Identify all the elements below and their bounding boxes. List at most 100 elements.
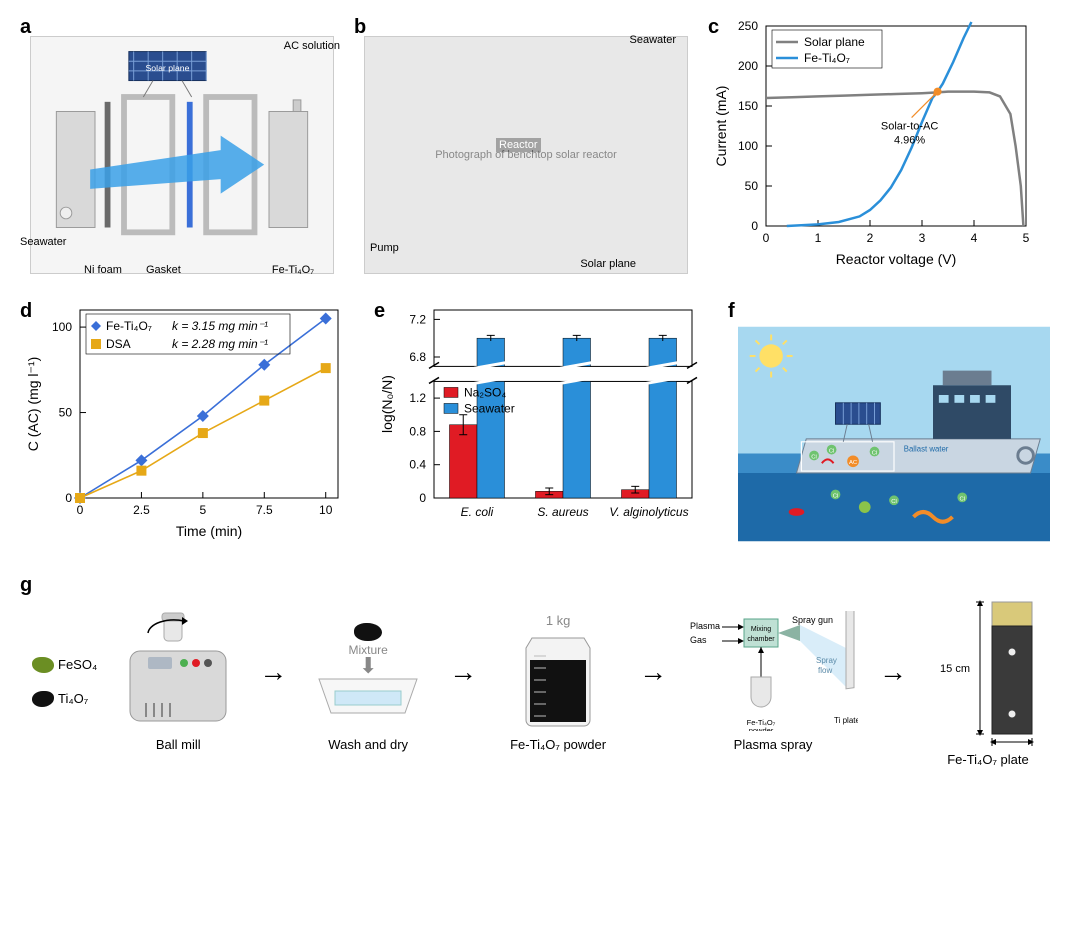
svg-text:Cl: Cl: [833, 493, 839, 499]
panel-c: c 012345050100150200250Reactor voltage (…: [710, 18, 1050, 278]
svg-text:0: 0: [77, 503, 84, 517]
chart-e: 00.40.81.26.87.2log(N₀/N)E. coliS. aureu…: [376, 302, 716, 552]
svg-text:100: 100: [52, 320, 72, 334]
svg-text:Plasma: Plasma: [690, 621, 720, 631]
step-plasma-spray: Plasma Gas Mixing chamber Spray gun Spra…: [688, 611, 858, 752]
annot-feti: Fe-Ti₄O₇: [272, 264, 314, 276]
svg-text:Solar plane: Solar plane: [804, 35, 865, 49]
panel-d: d 02.557.510050100Time (min)C (AC) (mg l…: [22, 302, 362, 552]
annot-reactor-b: Reactor: [496, 138, 541, 152]
svg-text:0: 0: [419, 491, 426, 505]
reactor-schematic: Solar plane: [30, 36, 334, 274]
svg-text:4: 4: [971, 231, 978, 245]
annot-nifoam: Ni foam: [84, 264, 122, 276]
panel-label-c: c: [708, 16, 719, 39]
svg-text:0.4: 0.4: [409, 458, 426, 472]
svg-text:250: 250: [738, 19, 758, 33]
svg-text:S. aureus: S. aureus: [537, 505, 588, 519]
step-powder: 1 kg Fe-Ti₄O₇ powder: [498, 611, 618, 752]
svg-text:V. alginolyticus: V. alginolyticus: [609, 505, 688, 519]
svg-text:Cl: Cl: [959, 496, 965, 502]
plate-height: 15 cm: [940, 663, 970, 675]
down-arrow-icon: ⬇: [359, 659, 377, 673]
annot-seawater-b: Seawater: [630, 34, 676, 46]
svg-text:Na₂SO₄: Na₂SO₄: [464, 385, 506, 399]
svg-text:Seawater: Seawater: [464, 401, 515, 415]
arrow-icon: →: [879, 656, 907, 708]
precursor-ti4o7: Ti₄O₇: [58, 691, 88, 706]
caption-plate: Fe-Ti₄O₇ plate: [947, 752, 1029, 767]
svg-text:50: 50: [59, 406, 73, 420]
solar-plane-label: Solar plane: [146, 63, 190, 73]
caption-wash: Wash and dry: [328, 737, 408, 752]
svg-text:100: 100: [738, 139, 758, 153]
svg-text:log(N₀/N): log(N₀/N): [379, 375, 395, 433]
plate-width: 5 cm: [1000, 745, 1024, 746]
reactor-photo: Photograph of benchtop solar reactor: [364, 36, 688, 274]
step-ball-mill: Ball mill: [118, 611, 238, 752]
panel-label-g: g: [20, 574, 32, 597]
svg-text:6.8: 6.8: [409, 350, 426, 364]
svg-text:5: 5: [200, 503, 207, 517]
svg-text:Time (min): Time (min): [176, 523, 242, 539]
panel-f: f: [730, 302, 1058, 552]
chart-d: 02.557.510050100Time (min)C (AC) (mg l⁻¹…: [22, 302, 362, 552]
svg-text:Cl: Cl: [891, 499, 897, 505]
svg-text:0: 0: [763, 231, 770, 245]
svg-text:DSA: DSA: [106, 337, 131, 351]
svg-text:AC: AC: [849, 460, 857, 466]
svg-text:Current (mA): Current (mA): [713, 86, 729, 167]
svg-text:7.5: 7.5: [256, 503, 273, 517]
arrow-icon: →: [449, 656, 477, 708]
precursors: FeSO₄ Ti₄O₇: [32, 657, 97, 707]
caption-ballmill: Ball mill: [156, 737, 201, 752]
panel-b: b Photograph of benchtop solar reactor S…: [356, 18, 696, 278]
panel-label-d: d: [20, 300, 32, 323]
caption-powder: Fe-Ti₄O₇ powder: [510, 737, 606, 752]
step-wash-dry: Mixture ⬇ Wash and dry: [308, 611, 428, 752]
svg-text:Gas: Gas: [690, 635, 707, 645]
annot-ac-solution: AC solution: [284, 40, 340, 52]
annot-seawater: Seawater: [20, 236, 66, 248]
svg-text:Spray: Spray: [816, 656, 837, 665]
svg-text:Solar-to-AC: Solar-to-AC: [881, 121, 939, 133]
annot-gasket: Gasket: [146, 264, 181, 276]
svg-text:200: 200: [738, 59, 758, 73]
svg-text:Ballast water: Ballast water: [904, 445, 949, 454]
svg-text:flow: flow: [818, 666, 832, 675]
arrow-icon: →: [259, 656, 287, 708]
svg-text:Fe-Ti₄O₇: Fe-Ti₄O₇: [106, 319, 152, 333]
svg-text:Reactor voltage (V): Reactor voltage (V): [836, 251, 957, 267]
svg-text:Cl: Cl: [811, 454, 817, 460]
panel-a: a Solar plane: [22, 18, 342, 278]
svg-text:2.5: 2.5: [133, 503, 150, 517]
svg-text:0: 0: [751, 219, 758, 233]
svg-text:Cl: Cl: [872, 450, 878, 456]
svg-text:Cl: Cl: [829, 449, 835, 455]
svg-text:Ti plate: Ti plate: [834, 716, 858, 725]
annot-pump-b: Pump: [370, 242, 399, 254]
svg-text:1.2: 1.2: [409, 391, 426, 405]
svg-text:1: 1: [815, 231, 822, 245]
svg-text:10: 10: [319, 503, 333, 517]
svg-text:50: 50: [745, 179, 759, 193]
panel-label-e: e: [374, 300, 385, 323]
panel-e: e 00.40.81.26.87.2log(N₀/N)E. coliS. aur…: [376, 302, 716, 552]
step-plate: 15 cm 5 cm Fe-Ti₄O₇ plate: [928, 596, 1048, 767]
svg-text:0: 0: [65, 491, 72, 505]
svg-text:C (AC) (mg l⁻¹): C (AC) (mg l⁻¹): [25, 357, 41, 452]
svg-text:powder: powder: [749, 726, 774, 731]
svg-text:2: 2: [867, 231, 874, 245]
ti4o7-icon: [32, 691, 54, 707]
caption-plasma: Plasma spray: [734, 737, 813, 752]
svg-text:7.2: 7.2: [409, 312, 426, 326]
precursor-feso4: FeSO₄: [58, 657, 97, 672]
feso4-icon: [32, 657, 54, 673]
svg-text:5: 5: [1023, 231, 1030, 245]
mass-label: 1 kg: [546, 613, 571, 628]
svg-text:k = 3.15 mg min⁻¹: k = 3.15 mg min⁻¹: [172, 319, 268, 333]
svg-text:Spray gun: Spray gun: [792, 615, 833, 625]
svg-text:0.8: 0.8: [409, 424, 426, 438]
svg-text:3: 3: [919, 231, 926, 245]
svg-text:150: 150: [738, 99, 758, 113]
